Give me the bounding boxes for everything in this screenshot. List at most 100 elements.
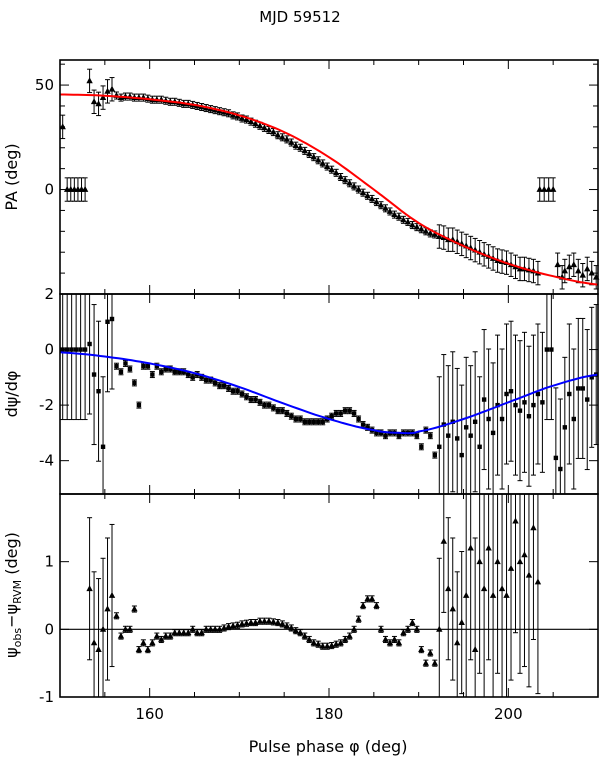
- data-point: [150, 372, 155, 377]
- data-point: [136, 402, 142, 408]
- data-point: [516, 558, 524, 565]
- residual-panel-frame: [59, 493, 599, 698]
- data-point: [422, 227, 430, 234]
- data-point: [117, 632, 125, 639]
- data-point: [436, 232, 443, 239]
- y-tick-label: 0: [44, 341, 54, 359]
- figure-title: MJD 59512: [259, 8, 340, 26]
- data-point: [168, 366, 173, 372]
- data-point: [365, 425, 370, 430]
- data-point: [517, 408, 523, 413]
- data-point: [301, 632, 308, 639]
- data-point: [386, 639, 394, 646]
- data-point: [368, 195, 376, 202]
- data-point: [198, 629, 205, 636]
- data-point: [199, 375, 204, 380]
- data-point: [226, 386, 231, 391]
- data-point: [261, 124, 268, 131]
- data-point: [126, 625, 134, 632]
- data-point: [283, 622, 291, 629]
- data-point: [508, 389, 514, 394]
- data-point: [87, 341, 92, 347]
- data-point: [455, 436, 460, 441]
- data-point: [579, 271, 586, 278]
- data-point: [181, 369, 186, 374]
- data-point: [396, 433, 402, 438]
- data-point: [274, 618, 282, 625]
- data-point: [162, 632, 170, 639]
- data-point: [530, 524, 537, 531]
- data-point: [100, 444, 106, 449]
- data-point: [167, 632, 174, 639]
- data-point: [395, 213, 403, 220]
- data-point: [413, 223, 421, 230]
- data-point: [324, 162, 331, 169]
- data-point: [247, 118, 255, 125]
- data-point: [541, 185, 548, 192]
- data-point: [346, 632, 353, 639]
- data-point: [256, 122, 264, 129]
- data-point: [180, 629, 187, 636]
- data-point: [589, 375, 594, 380]
- data-point: [522, 400, 527, 405]
- data-point: [127, 366, 133, 372]
- data-point: [499, 416, 505, 422]
- data-point: [239, 391, 245, 397]
- data-point: [486, 416, 491, 422]
- data-point: [190, 375, 195, 380]
- data-point: [145, 364, 151, 369]
- data-point: [536, 185, 543, 192]
- data-point: [588, 269, 595, 276]
- data-point: [521, 551, 528, 558]
- data-point: [427, 649, 434, 656]
- data-point: [561, 267, 569, 274]
- data-point: [404, 625, 412, 632]
- derivative-axis-label: dψ/dφ: [2, 371, 21, 418]
- data-point: [414, 433, 420, 438]
- data-point: [489, 591, 497, 598]
- data-point: [122, 625, 129, 632]
- data-point: [153, 632, 161, 639]
- data-point: [544, 347, 550, 352]
- derivative-panel: -4 -2 0 2 dψ/dφ: [2, 285, 599, 495]
- x-tick-label: 160: [135, 705, 164, 723]
- data-point: [355, 185, 362, 192]
- data-point: [78, 347, 83, 352]
- data-point: [253, 397, 258, 402]
- data-point: [328, 166, 335, 173]
- data-point: [310, 639, 317, 646]
- data-point: [189, 625, 196, 632]
- data-point: [419, 444, 424, 449]
- data-point: [82, 347, 88, 352]
- data-point: [400, 629, 407, 636]
- data-point: [91, 372, 97, 377]
- data-point: [558, 466, 563, 472]
- data-point: [306, 150, 313, 157]
- data-point: [355, 615, 362, 622]
- data-point: [203, 377, 209, 383]
- data-point: [297, 144, 304, 151]
- data-point: [113, 612, 120, 619]
- data-point: [386, 207, 394, 214]
- data-point: [535, 391, 541, 397]
- data-point: [284, 411, 290, 416]
- data-point: [350, 182, 358, 189]
- data-point: [364, 192, 371, 199]
- data-point: [171, 629, 178, 636]
- data-point: [262, 402, 267, 408]
- data-point: [373, 198, 380, 205]
- data-point: [96, 389, 101, 394]
- y-tick-label: -2: [39, 396, 54, 414]
- data-point: [288, 624, 295, 631]
- data-point: [350, 625, 358, 632]
- data-point: [490, 430, 496, 436]
- data-point: [346, 179, 353, 186]
- data-point: [140, 639, 147, 646]
- data-point: [525, 571, 533, 578]
- data-point: [141, 364, 146, 369]
- data-point: [391, 211, 398, 218]
- data-point: [248, 397, 254, 402]
- data-point: [108, 591, 116, 598]
- data-point: [319, 159, 326, 166]
